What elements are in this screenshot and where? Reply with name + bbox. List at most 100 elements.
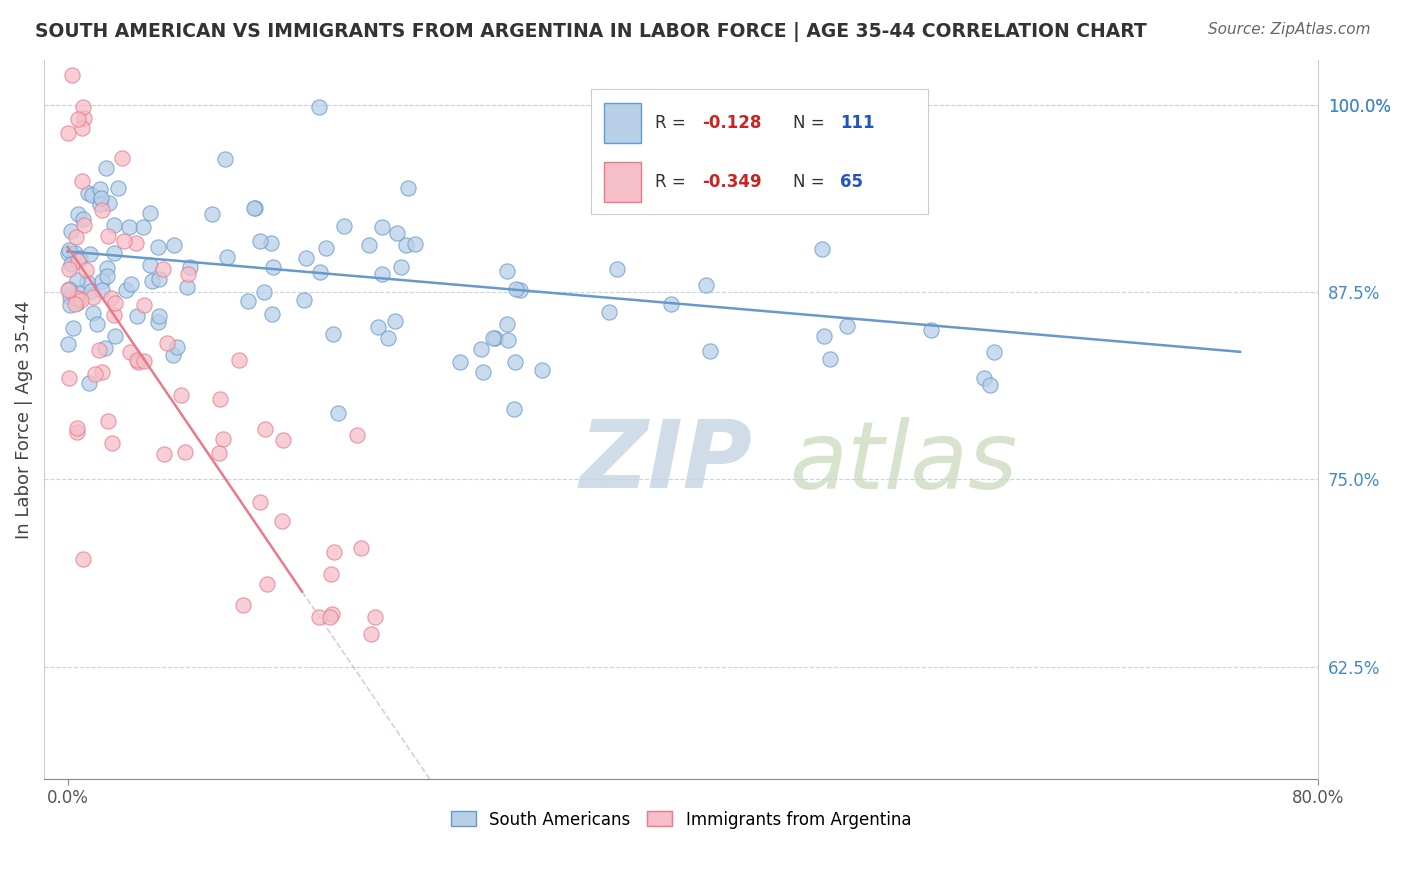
Point bbox=[80, 284, 103, 298]
Point bbox=[606, 261, 628, 276]
Point bbox=[97, 414, 120, 428]
Point bbox=[471, 365, 494, 379]
Point bbox=[271, 514, 294, 528]
Point bbox=[496, 318, 519, 332]
Point bbox=[699, 344, 721, 359]
Point bbox=[449, 354, 471, 368]
Point bbox=[59, 290, 82, 304]
Point bbox=[214, 152, 236, 166]
Text: R =: R = bbox=[655, 173, 690, 191]
Point bbox=[82, 188, 104, 202]
Point bbox=[100, 291, 122, 305]
Point bbox=[83, 367, 105, 381]
Point bbox=[89, 182, 111, 196]
Point bbox=[243, 201, 266, 215]
Point bbox=[67, 253, 90, 268]
Point bbox=[253, 285, 276, 299]
Point bbox=[208, 446, 231, 460]
Point bbox=[139, 206, 162, 220]
Point bbox=[396, 181, 419, 195]
Point bbox=[228, 353, 250, 368]
Point bbox=[107, 181, 129, 195]
Point bbox=[132, 220, 155, 235]
Point bbox=[484, 330, 506, 344]
Point bbox=[146, 239, 169, 253]
Point bbox=[309, 265, 332, 279]
Point bbox=[58, 261, 80, 276]
Point bbox=[598, 304, 620, 318]
Point bbox=[82, 290, 104, 304]
Point bbox=[319, 566, 342, 581]
Point bbox=[176, 267, 198, 281]
Point bbox=[253, 422, 276, 436]
Point bbox=[127, 353, 149, 368]
Point bbox=[835, 319, 858, 334]
Point bbox=[96, 161, 118, 175]
Point bbox=[360, 627, 382, 641]
Point bbox=[77, 186, 100, 201]
Bar bbox=[605, 161, 641, 202]
Point bbox=[166, 341, 188, 355]
Text: 65: 65 bbox=[841, 173, 863, 191]
Point bbox=[384, 314, 406, 328]
Text: -0.128: -0.128 bbox=[702, 114, 761, 132]
Point bbox=[67, 285, 90, 300]
Point bbox=[103, 246, 125, 260]
Point bbox=[385, 227, 408, 241]
Point bbox=[82, 305, 104, 319]
Point bbox=[170, 388, 193, 402]
Point bbox=[111, 151, 134, 165]
Point bbox=[132, 354, 155, 368]
Point bbox=[104, 329, 127, 343]
Point bbox=[359, 237, 381, 252]
Point bbox=[112, 234, 135, 248]
Point bbox=[66, 296, 89, 310]
Point bbox=[69, 251, 91, 265]
Point bbox=[124, 235, 146, 250]
Point bbox=[87, 343, 110, 357]
Point bbox=[498, 333, 520, 347]
Point bbox=[132, 298, 155, 312]
Point bbox=[65, 229, 87, 244]
Point bbox=[79, 247, 101, 261]
Point bbox=[315, 241, 337, 255]
Point bbox=[367, 319, 389, 334]
Point bbox=[77, 376, 100, 390]
Point bbox=[139, 258, 162, 272]
Text: 111: 111 bbox=[841, 114, 875, 132]
Point bbox=[146, 315, 169, 329]
Bar bbox=[605, 103, 641, 143]
Point bbox=[86, 317, 108, 331]
Point bbox=[152, 261, 174, 276]
Point bbox=[328, 406, 350, 420]
Point bbox=[212, 432, 235, 446]
Point bbox=[58, 282, 80, 296]
Point bbox=[811, 243, 834, 257]
Point bbox=[60, 257, 83, 271]
Text: N =: N = bbox=[793, 173, 830, 191]
Point bbox=[65, 246, 87, 260]
Point bbox=[404, 236, 426, 251]
Point bbox=[148, 310, 170, 324]
Point bbox=[249, 234, 271, 248]
Point bbox=[818, 351, 841, 366]
Point bbox=[76, 276, 98, 290]
Point bbox=[322, 326, 344, 341]
Point bbox=[114, 283, 136, 297]
Point bbox=[377, 331, 399, 345]
Text: R =: R = bbox=[655, 114, 690, 132]
Point bbox=[103, 218, 125, 232]
Point bbox=[66, 421, 89, 435]
Point bbox=[470, 343, 492, 357]
Point bbox=[503, 354, 526, 368]
Point bbox=[979, 378, 1001, 392]
Point bbox=[262, 260, 284, 274]
Point bbox=[72, 552, 94, 566]
Point bbox=[90, 202, 112, 217]
Point bbox=[120, 345, 142, 359]
Point bbox=[531, 362, 554, 376]
Point bbox=[148, 272, 170, 286]
Point bbox=[120, 277, 142, 291]
Point bbox=[58, 371, 80, 385]
Point bbox=[249, 495, 271, 509]
